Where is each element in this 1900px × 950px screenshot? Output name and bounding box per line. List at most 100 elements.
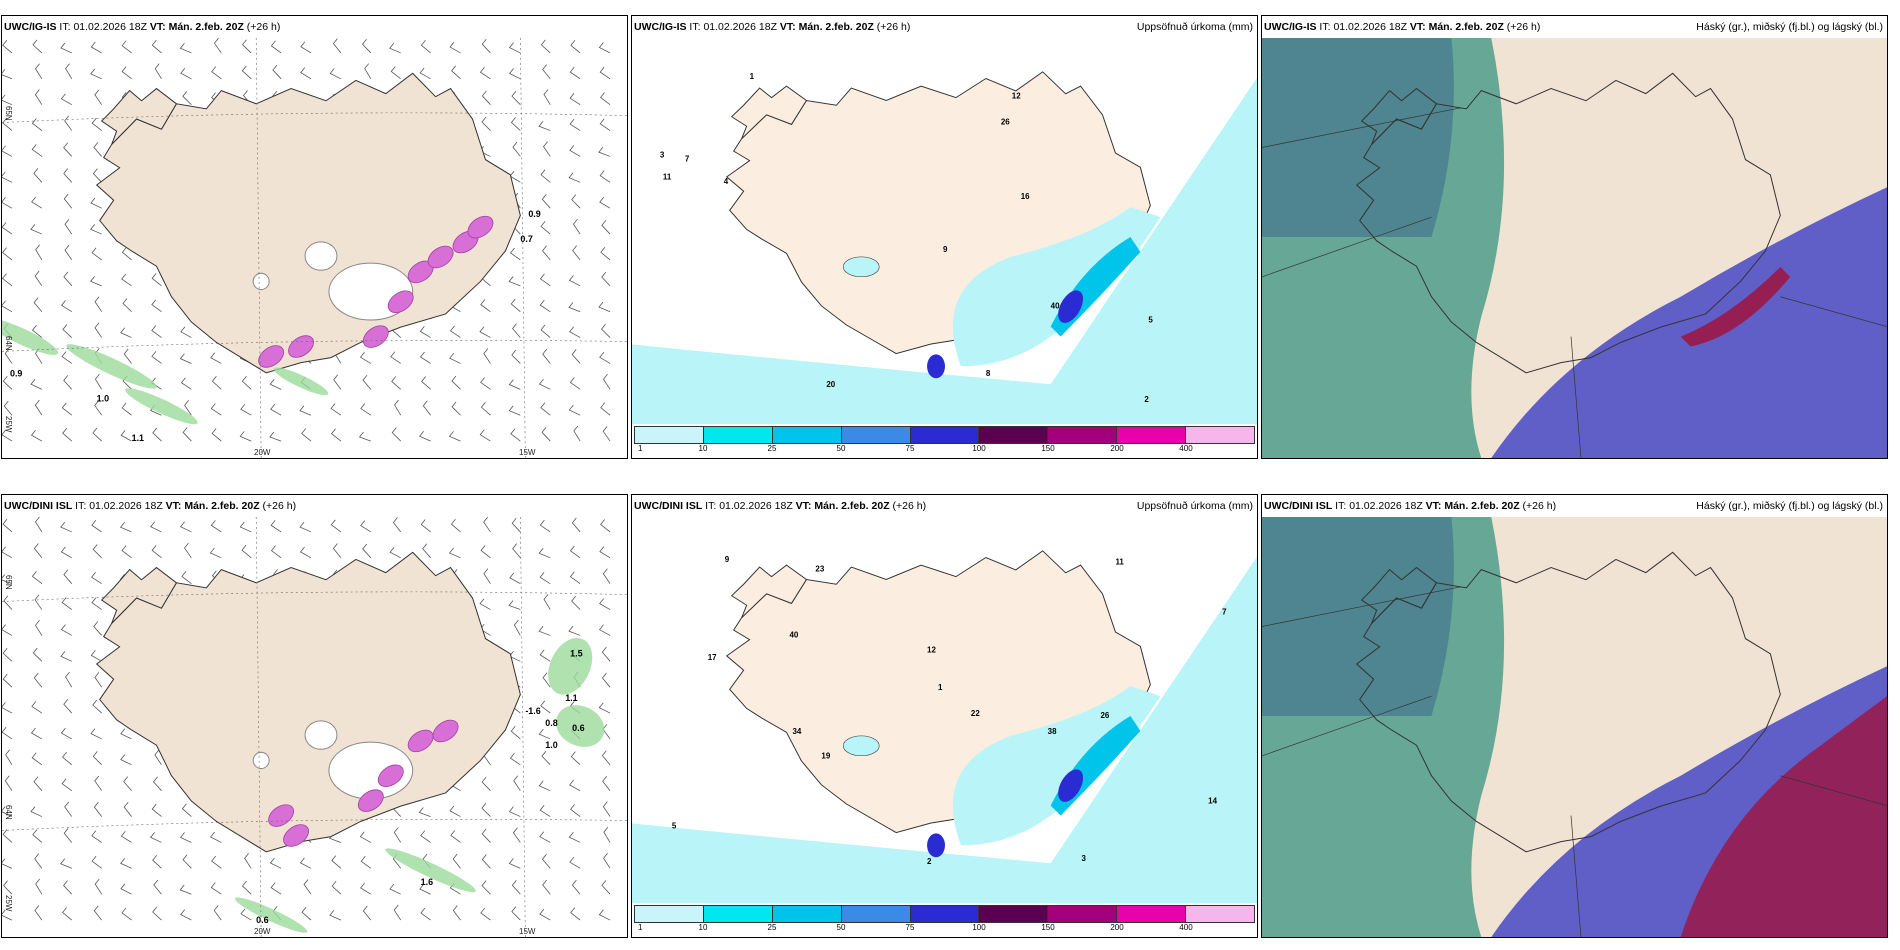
wind-barb xyxy=(508,806,521,817)
wind-barb xyxy=(152,776,162,791)
wind-barb xyxy=(35,878,43,895)
vt-label: VT: xyxy=(1425,500,1442,512)
wind-barb xyxy=(540,39,551,54)
wind-barb xyxy=(601,750,611,766)
colorbar-swatch xyxy=(841,906,911,922)
wind-barb xyxy=(211,376,222,390)
wind-barb xyxy=(210,882,222,895)
colorbar-swatch xyxy=(703,427,773,443)
wind-barb xyxy=(31,324,43,338)
wind-barb xyxy=(94,672,103,688)
wind-barb xyxy=(598,42,611,54)
wind-barb xyxy=(151,39,162,54)
issue-time: 01.02.2026 18Z xyxy=(73,21,147,33)
wind-barb xyxy=(31,701,43,714)
wind-barb xyxy=(93,142,102,157)
wind-barb xyxy=(61,351,73,364)
lat-line xyxy=(2,819,627,831)
wind-barb xyxy=(481,90,491,105)
wind-barb xyxy=(33,776,43,791)
wind-barb xyxy=(64,218,73,235)
wind-barb xyxy=(120,830,132,843)
wind-barb xyxy=(448,547,461,559)
cloud-map-panel-igis: UWC/IG-IS IT: 01.02.2026 18Z VT: Mán. 2.… xyxy=(1261,15,1888,459)
wind-barb xyxy=(480,299,491,313)
precip-cell xyxy=(1058,290,1084,323)
wind-barb xyxy=(184,400,192,416)
it-label: IT: xyxy=(1319,21,1331,33)
colorbar-tick-label: 200 xyxy=(1110,444,1124,453)
wind-barb xyxy=(333,374,342,390)
wind-barb xyxy=(359,352,372,364)
low-precip-area xyxy=(385,848,476,893)
wind-barb xyxy=(94,878,103,895)
precip-cell xyxy=(288,335,314,358)
graticule xyxy=(1262,107,1887,458)
map-area: 1 2 5 8 11 12 16 20 26 40 3 4 7 9 xyxy=(632,38,1257,424)
wind-barb xyxy=(513,619,521,636)
wind-barb xyxy=(269,857,282,869)
wind-barb xyxy=(63,142,73,157)
wind-barb xyxy=(420,519,431,533)
wind-barb xyxy=(182,854,192,869)
wind-barb xyxy=(481,802,491,817)
wind-barb xyxy=(511,517,521,533)
wind-barb xyxy=(210,520,222,533)
value-label: 17 xyxy=(708,653,717,662)
wind-barb xyxy=(121,247,132,261)
wind-barb xyxy=(598,301,611,313)
wind-barb xyxy=(120,754,132,766)
wind-barb xyxy=(120,858,132,869)
wind-barb xyxy=(92,751,102,766)
wind-barb xyxy=(270,404,282,416)
wind-barb xyxy=(213,905,222,921)
value-label: 12 xyxy=(1012,92,1021,101)
wind-barb xyxy=(389,883,401,895)
wind-barb xyxy=(602,776,611,791)
wind-barb xyxy=(449,805,461,817)
wind-barb xyxy=(420,40,431,54)
wind-barb xyxy=(93,621,102,636)
wind-barb xyxy=(479,67,491,80)
precip-overlay xyxy=(234,637,605,933)
lat-line xyxy=(1262,695,1432,757)
value-label: 0.6 xyxy=(572,723,584,733)
value-label: 1.6 xyxy=(421,877,433,887)
wind-barb xyxy=(601,646,611,662)
wind-barb xyxy=(479,326,491,338)
wind-barb xyxy=(299,857,312,869)
wind-barb xyxy=(390,66,401,80)
wind-barb xyxy=(2,94,13,106)
wind-barb xyxy=(450,518,461,533)
wind-barb xyxy=(61,597,73,610)
value-label: 23 xyxy=(815,565,824,574)
colorbar-swatch xyxy=(1048,427,1118,443)
wind-barb xyxy=(541,854,551,869)
valid-time: Mán. 2.feb. 20Z xyxy=(1428,21,1504,33)
wind-barb xyxy=(329,68,342,80)
wind-barb xyxy=(359,831,372,843)
wind-barb xyxy=(569,92,581,106)
wind-barb xyxy=(63,375,73,390)
wind-barb xyxy=(508,42,521,54)
precip-cell xyxy=(1058,769,1084,802)
valid-time: Mán. 2.feb. 20Z xyxy=(168,21,244,33)
wind-barb xyxy=(362,543,372,559)
wind-barb xyxy=(301,428,312,442)
wind-barb xyxy=(508,68,521,80)
colorbar-tick-label: 10 xyxy=(698,444,708,453)
colorbar-swatch xyxy=(979,427,1049,443)
wind-barb xyxy=(570,40,581,54)
wind-barb xyxy=(602,426,611,442)
colorbar-tick-label: 10 xyxy=(698,923,708,932)
value-label: 1.0 xyxy=(545,740,557,750)
wind-barb xyxy=(573,425,581,442)
wind-barb xyxy=(391,376,401,390)
low-precip-area xyxy=(548,637,593,695)
wind-barb xyxy=(151,325,162,338)
wind-barb xyxy=(570,751,581,766)
wind-barb xyxy=(2,624,13,636)
lon-label: 20W xyxy=(254,927,271,936)
vt-label: VT: xyxy=(165,500,182,512)
wind-barb xyxy=(63,271,73,287)
